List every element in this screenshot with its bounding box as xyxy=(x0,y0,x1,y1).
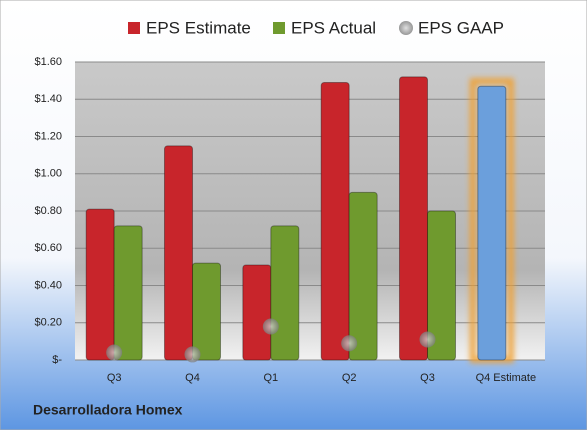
bar xyxy=(477,85,507,361)
bar xyxy=(270,225,300,361)
bar xyxy=(192,262,221,361)
x-tick-label: Q3 xyxy=(107,372,122,384)
bar xyxy=(164,145,193,361)
legend-swatch xyxy=(273,22,285,34)
legend-label: EPS Estimate xyxy=(146,18,251,37)
y-tick-label: $1.60 xyxy=(34,56,62,68)
gaap-marker xyxy=(341,335,358,352)
legend-swatch xyxy=(399,21,413,35)
y-tick-label: $1.20 xyxy=(34,130,62,142)
y-tick-label: $0.80 xyxy=(34,205,62,217)
gaap-marker xyxy=(184,346,201,363)
y-tick-label: $0.20 xyxy=(34,317,62,329)
y-tick-label: $- xyxy=(52,354,62,366)
bar xyxy=(242,264,272,361)
bar xyxy=(427,210,456,361)
x-tick-label: Q1 xyxy=(263,372,278,384)
bar xyxy=(399,76,428,361)
y-tick-label: $1.00 xyxy=(34,168,62,180)
x-tick-label: Q3 xyxy=(420,372,435,384)
y-tick-label: $0.40 xyxy=(34,279,62,291)
x-tick-label: Q4 xyxy=(185,372,200,384)
bar xyxy=(113,225,143,361)
bar xyxy=(348,191,378,361)
legend-label: EPS Actual xyxy=(291,18,376,37)
gaap-marker xyxy=(262,318,279,335)
bar xyxy=(320,81,350,361)
gaap-marker xyxy=(419,331,436,348)
caption: Desarrolladora Homex xyxy=(33,402,183,418)
legend-swatch xyxy=(128,22,140,34)
gaap-marker xyxy=(106,344,123,361)
legend-label: EPS GAAP xyxy=(418,18,504,37)
y-tick-label: $0.60 xyxy=(34,242,62,254)
x-tick-label: Q2 xyxy=(342,372,357,384)
y-tick-label: $1.40 xyxy=(34,93,62,105)
bar xyxy=(85,208,115,361)
x-tick-label: Q4 Estimate xyxy=(476,372,537,384)
